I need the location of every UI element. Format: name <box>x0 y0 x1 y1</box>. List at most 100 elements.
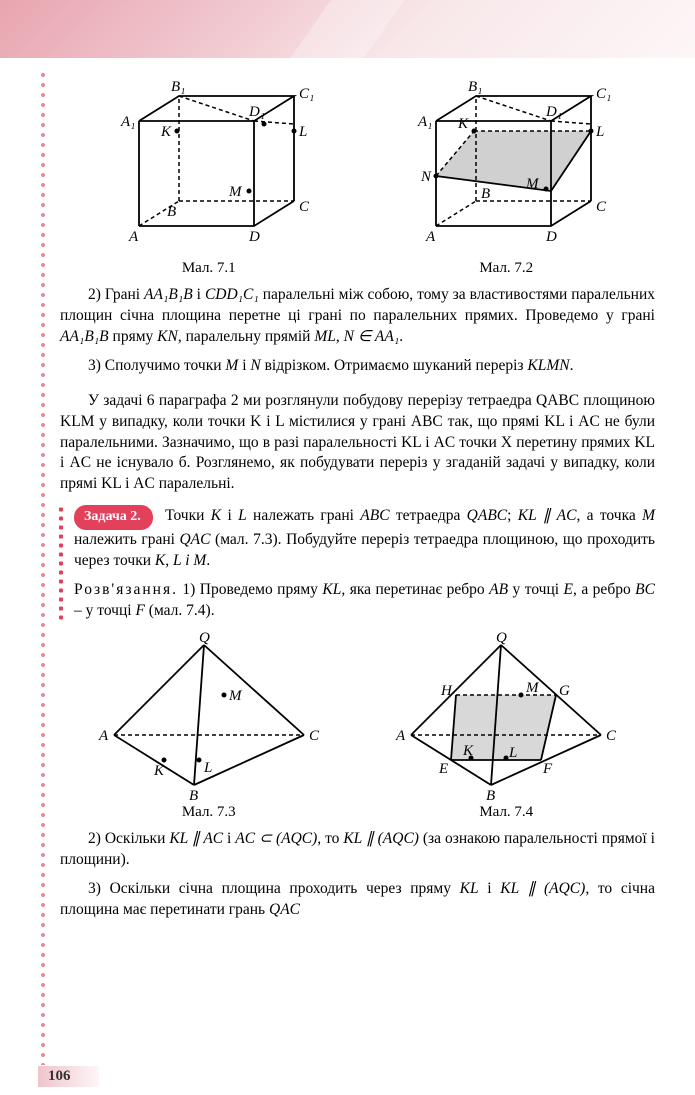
t: . <box>570 357 574 374</box>
label2-C1: C₁ <box>596 86 611 102</box>
cube-diagram-2: A B D C A₁ B₁ C₁ D₁ K L M N <box>396 76 616 256</box>
t4-C: C <box>606 728 617 744</box>
t: і <box>193 286 205 303</box>
label-K: K <box>160 124 172 140</box>
t: належить грані <box>74 531 179 548</box>
label2-D: D <box>545 229 557 245</box>
t: K <box>211 507 221 524</box>
label2-A: A <box>425 229 436 245</box>
t: ML <box>314 328 336 345</box>
t: QAC <box>179 531 210 548</box>
figure-7-1: A B D C A₁ B₁ C₁ D₁ K L M Мал. 7.1 <box>99 76 319 277</box>
t: AC ⊂ (AQC) <box>235 830 317 847</box>
paragraph-3: У задачі 6 параграфа 2 ми розглянули поб… <box>60 391 655 496</box>
solution-p1: Розв'язання. 1) Проведемо пряму KL, яка … <box>74 580 655 622</box>
t3-L: L <box>203 760 212 776</box>
label2-B1: B₁ <box>468 79 482 95</box>
t: M <box>642 507 655 524</box>
t: KL ∥ (AQC) <box>500 880 585 897</box>
label-D1: D₁ <box>248 104 265 120</box>
t: і <box>221 507 238 524</box>
t: Точки <box>159 507 211 524</box>
caption-7-1: Мал. 7.1 <box>99 260 319 277</box>
t4-A: A <box>395 728 406 744</box>
t: . <box>206 552 210 569</box>
label-B: B <box>167 204 176 220</box>
t: KL ∥ AC <box>169 830 223 847</box>
task-statement: Задача 2. Точки K і L належать грані ABC… <box>74 505 655 572</box>
label-C: C <box>299 199 310 215</box>
label2-B: B <box>481 186 490 202</box>
label-L: L <box>298 124 307 140</box>
t: QABC <box>467 507 507 524</box>
t: у точці <box>508 581 563 598</box>
label2-D1: D₁ <box>545 104 562 120</box>
figure-7-4: Q A B C M K L E F G H Мал. 7.4 <box>391 630 621 821</box>
t4-B: B <box>486 788 495 800</box>
t4-E: E <box>438 761 448 777</box>
t: Розв'язання. <box>74 581 178 598</box>
t: 3) Сполучимо точки <box>88 357 225 374</box>
caption-7-2: Мал. 7.2 <box>396 260 616 277</box>
label-A1: A₁ <box>120 114 135 130</box>
figures-row-1: A B D C A₁ B₁ C₁ D₁ K L M Мал. 7.1 <box>60 76 655 277</box>
caption-7-4: Мал. 7.4 <box>391 804 621 821</box>
figure-7-3: Q A B C M K L Мал. 7.3 <box>94 630 324 821</box>
t3-Q: Q <box>199 630 210 646</box>
t: KL ∥ (AQC) <box>343 830 419 847</box>
label-M: M <box>228 184 243 200</box>
t: і <box>223 830 235 847</box>
t: L <box>238 507 247 524</box>
t: ABC <box>360 507 389 524</box>
t3-B: B <box>189 788 198 800</box>
label2-M: M <box>525 176 540 192</box>
t: M <box>225 357 238 374</box>
t: пряму <box>109 328 157 345</box>
t: тетраедра <box>390 507 467 524</box>
t: BC <box>635 581 655 598</box>
t: , а точка <box>576 507 642 524</box>
t: , а ребро <box>573 581 635 598</box>
label-D: D <box>248 229 260 245</box>
label-B1: B₁ <box>171 79 185 95</box>
tetra-diagram-2: Q A B C M K L E F G H <box>391 630 621 800</box>
t: 1) Проведемо пряму <box>178 581 322 598</box>
t: . <box>399 328 403 345</box>
label2-C: C <box>596 199 607 215</box>
t4-M: M <box>525 680 540 696</box>
t: 2) Оскільки <box>88 830 169 847</box>
tetra-diagram-1: Q A B C M K L <box>94 630 324 800</box>
t: KL <box>460 880 479 897</box>
t: KL ∥ AC <box>518 507 577 524</box>
t4-Q: Q <box>496 630 507 646</box>
t: K, L і M <box>155 552 206 569</box>
label-A: A <box>128 229 139 245</box>
t: – у точці <box>74 602 135 619</box>
t: , <box>336 328 344 345</box>
t: 3) Оскільки січна площина проходить чере… <box>88 880 460 897</box>
label2-K: K <box>457 116 469 132</box>
label-C1: C₁ <box>299 86 314 102</box>
paragraph-5: 3) Оскільки січна площина проходить чере… <box>60 879 655 921</box>
page-number: 106 <box>38 1066 99 1087</box>
figures-row-2: Q A B C M K L Мал. 7.3 <box>60 630 655 821</box>
t4-F: F <box>542 761 553 777</box>
t: , паралельну прямій <box>178 328 315 345</box>
t: і <box>479 880 501 897</box>
t: (мал. 7.4). <box>145 602 215 619</box>
paragraph-4: 2) Оскільки KL ∥ AC і AC ⊂ (AQC), то KL … <box>60 829 655 871</box>
t: AA₁B₁B <box>144 286 193 303</box>
t: KL <box>322 581 341 598</box>
t: KN <box>157 328 178 345</box>
task-badge: Задача 2. <box>74 505 153 530</box>
t3-C: C <box>309 728 320 744</box>
t4-L: L <box>508 745 517 761</box>
t3-M: M <box>228 688 243 704</box>
t: 2) Грані <box>88 286 144 303</box>
task-dots <box>58 505 64 622</box>
page-header-decoration <box>0 0 695 58</box>
t: ; <box>507 507 518 524</box>
t: N ∈ AA₁ <box>344 328 400 345</box>
t4-G: G <box>559 683 570 699</box>
paragraph-2: 3) Сполучимо точки M і N відрізком. Отри… <box>60 356 655 377</box>
